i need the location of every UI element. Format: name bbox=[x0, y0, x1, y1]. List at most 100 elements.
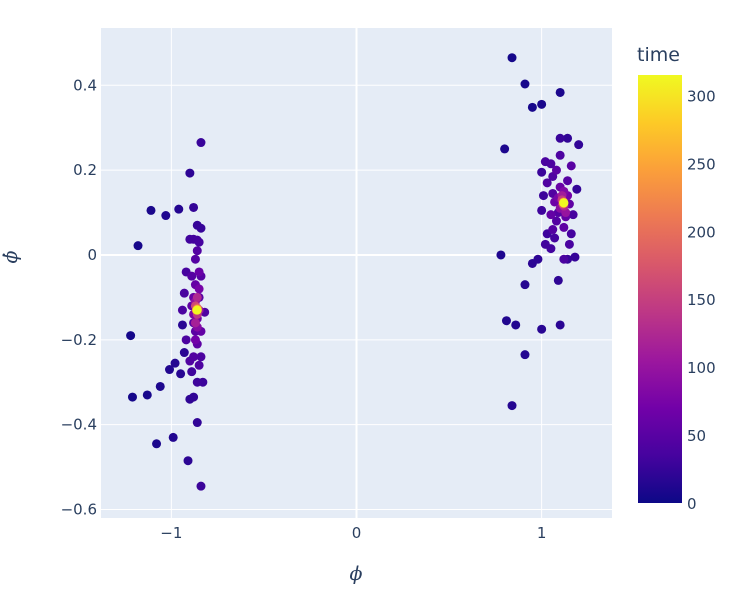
y-tick-label: 0 bbox=[87, 246, 97, 264]
data-point bbox=[177, 305, 187, 315]
data-point bbox=[555, 87, 565, 97]
data-point bbox=[192, 377, 202, 387]
data-point bbox=[179, 348, 189, 358]
data-point bbox=[570, 252, 580, 262]
data-point bbox=[194, 360, 204, 370]
data-point bbox=[161, 211, 171, 221]
colorbar-tick-label: 300 bbox=[687, 87, 716, 105]
data-point bbox=[196, 223, 206, 233]
colorbar-tick-label: 250 bbox=[687, 155, 716, 173]
data-point bbox=[127, 392, 137, 402]
colorbar-ticks: 0 50 100 150 200 250 300 bbox=[687, 87, 716, 513]
data-point bbox=[507, 401, 517, 411]
data-point bbox=[185, 168, 195, 178]
colorbar-tick-label: 150 bbox=[687, 291, 716, 309]
data-point bbox=[152, 439, 162, 449]
x-tick-label: −1 bbox=[160, 524, 182, 542]
y-tick-label: 0.4 bbox=[73, 76, 97, 94]
data-point bbox=[194, 237, 204, 247]
data-point bbox=[555, 133, 565, 143]
data-point bbox=[572, 184, 582, 194]
data-point bbox=[165, 365, 175, 375]
data-point bbox=[192, 246, 202, 256]
data-point bbox=[187, 271, 197, 281]
data-point bbox=[133, 241, 143, 251]
data-point bbox=[155, 381, 165, 391]
data-point bbox=[537, 167, 547, 177]
data-points bbox=[126, 53, 584, 491]
data-point bbox=[555, 150, 565, 160]
x-axis-title: ϕ bbox=[350, 563, 363, 585]
data-point bbox=[177, 320, 187, 330]
data-point bbox=[189, 352, 199, 362]
data-point bbox=[537, 99, 547, 109]
data-point bbox=[533, 254, 543, 264]
colorbar-tick-label: 200 bbox=[687, 223, 716, 241]
data-point bbox=[559, 222, 569, 232]
data-point bbox=[537, 324, 547, 334]
y-tick-label: −0.6 bbox=[61, 501, 97, 519]
data-point bbox=[546, 159, 556, 169]
data-point bbox=[548, 225, 558, 235]
data-point bbox=[501, 316, 511, 326]
data-point bbox=[176, 369, 186, 379]
y-tick-label: −0.2 bbox=[61, 331, 97, 349]
data-point bbox=[196, 352, 206, 362]
data-point bbox=[496, 250, 506, 260]
data-point bbox=[192, 418, 202, 428]
data-point bbox=[527, 102, 537, 112]
data-point bbox=[550, 233, 560, 243]
data-point bbox=[555, 320, 565, 330]
data-point bbox=[194, 284, 204, 294]
data-point bbox=[559, 254, 569, 264]
x-tick-label: 0 bbox=[352, 524, 362, 542]
data-point bbox=[181, 335, 191, 345]
data-point bbox=[126, 331, 136, 341]
data-point bbox=[520, 79, 530, 89]
data-point bbox=[500, 144, 510, 154]
data-point bbox=[546, 244, 556, 254]
data-point bbox=[542, 178, 552, 188]
grid-lines bbox=[101, 28, 612, 518]
data-point bbox=[511, 320, 521, 330]
data-point bbox=[546, 210, 556, 220]
data-point bbox=[170, 358, 180, 368]
data-point bbox=[520, 350, 530, 360]
data-point bbox=[564, 239, 574, 249]
data-point bbox=[559, 198, 569, 208]
y-axis-ticks: −0.6 −0.4 −0.2 0 0.2 0.4 bbox=[61, 76, 97, 518]
data-point bbox=[146, 205, 156, 215]
colorbar-tick-label: 50 bbox=[687, 427, 706, 445]
data-point bbox=[563, 176, 573, 186]
data-point bbox=[566, 229, 576, 239]
data-point bbox=[196, 481, 206, 491]
colorbar-title: time bbox=[637, 44, 680, 66]
data-point bbox=[551, 165, 561, 175]
data-point bbox=[553, 275, 563, 285]
y-tick-label: −0.4 bbox=[61, 416, 97, 434]
data-point bbox=[179, 288, 189, 298]
data-point bbox=[520, 280, 530, 290]
x-tick-label: 1 bbox=[537, 524, 547, 542]
data-point bbox=[192, 292, 202, 302]
data-point bbox=[507, 53, 517, 63]
data-point bbox=[537, 205, 547, 215]
data-point bbox=[174, 204, 184, 214]
data-point bbox=[183, 456, 193, 466]
data-point bbox=[190, 254, 200, 264]
data-point bbox=[187, 367, 197, 377]
y-axis-title: ϕ̇ bbox=[0, 250, 22, 263]
data-point bbox=[551, 216, 561, 226]
data-point bbox=[574, 140, 584, 150]
data-point bbox=[142, 390, 152, 400]
data-point bbox=[566, 161, 576, 171]
data-point bbox=[196, 138, 206, 148]
data-point bbox=[538, 191, 548, 201]
data-point bbox=[190, 318, 200, 328]
colorbar-tick-label: 100 bbox=[687, 359, 716, 377]
data-point bbox=[563, 133, 573, 143]
y-tick-label: 0.2 bbox=[73, 161, 97, 179]
colorbar-tick-label: 0 bbox=[687, 495, 697, 513]
data-point bbox=[190, 335, 200, 345]
